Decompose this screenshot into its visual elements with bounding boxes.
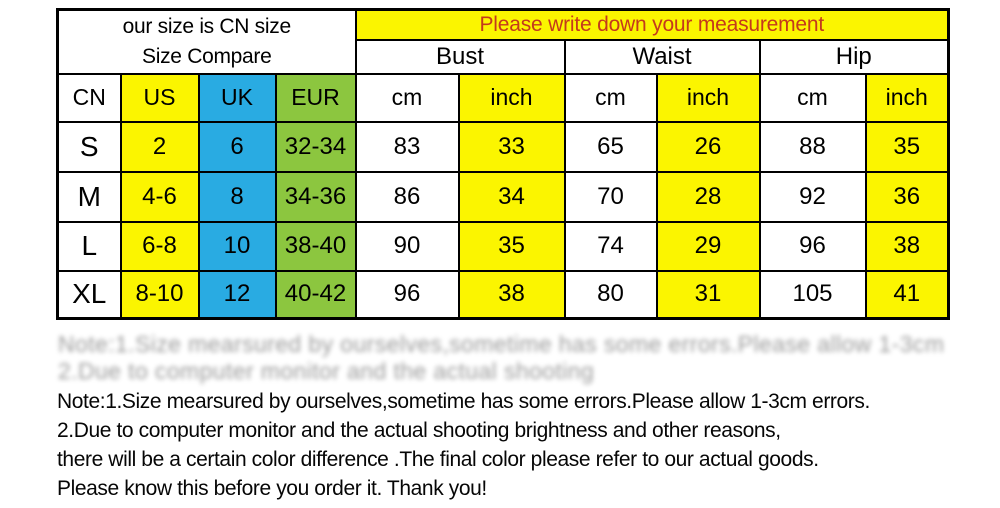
row-label-m: M — [56, 170, 122, 223]
size-cell: 33 — [457, 120, 566, 173]
col-header-bust-cm: cm — [354, 72, 460, 123]
size-cell: 41 — [864, 269, 950, 320]
col-header-us: US — [119, 72, 200, 123]
size-cell: 88 — [758, 120, 867, 173]
col-header-hip-cm: cm — [758, 72, 867, 123]
size-cell: 8-10 — [119, 269, 200, 320]
size-compare-header: our size is CN size Size Compare — [56, 8, 357, 75]
size-cell: 80 — [563, 269, 658, 320]
size-cell: 34 — [457, 170, 566, 223]
col-header-bust-inch: inch — [457, 72, 566, 123]
size-chart-table: our size is CN size Size Compare Please … — [56, 8, 950, 320]
size-cell: 35 — [457, 220, 566, 272]
size-cell: 38 — [864, 220, 950, 272]
size-cell: 6 — [197, 120, 277, 173]
size-cell: 34-36 — [274, 170, 357, 223]
size-row-m: M 4-6 8 34-36 86 34 70 28 92 36 — [56, 170, 950, 223]
note-line-4: Please know this before you order it. Th… — [57, 477, 487, 500]
size-cell: 36 — [864, 170, 950, 223]
size-cell: 96 — [354, 269, 460, 320]
group-header-waist: Waist — [563, 38, 761, 75]
col-header-eur: EUR — [274, 72, 357, 123]
size-cell: 6-8 — [119, 220, 200, 272]
size-cell: 96 — [758, 220, 867, 272]
size-cell: 32-34 — [274, 120, 357, 173]
size-cell: 35 — [864, 120, 950, 173]
row-label-l: L — [56, 220, 122, 272]
size-cell: 70 — [563, 170, 658, 223]
left-title-line1: our size is CN size — [122, 15, 291, 39]
size-cell: 92 — [758, 170, 867, 223]
size-row-s: S 2 6 32-34 83 33 65 26 88 35 — [56, 120, 950, 173]
size-cell: 86 — [354, 170, 460, 223]
ghost-text-line: Note:1.Size mearsured by ourselves,somet… — [58, 331, 945, 357]
size-cell: 105 — [758, 269, 867, 320]
col-header-uk: UK — [197, 72, 277, 123]
size-cell: 40-42 — [274, 269, 357, 320]
size-cell: 29 — [655, 220, 761, 272]
ghost-text-line: 2.Due to computer monitor and the actual… — [58, 358, 595, 384]
size-cell: 10 — [197, 220, 277, 272]
measurement-header: Please write down your measurement — [354, 8, 950, 41]
col-header-waist-inch: inch — [655, 72, 761, 123]
row-label-s: S — [56, 120, 122, 173]
size-row-l: L 6-8 10 38-40 90 35 74 29 96 38 — [56, 220, 950, 272]
size-cell: 4-6 — [119, 170, 200, 223]
size-cell: 38-40 — [274, 220, 357, 272]
note-line-1: Note:1.Size mearsured by ourselves,somet… — [57, 390, 870, 413]
size-cell: 28 — [655, 170, 761, 223]
left-title-line2: Size Compare — [142, 44, 272, 68]
size-cell: 8 — [197, 170, 277, 223]
size-cell: 31 — [655, 269, 761, 320]
col-header-cn: CN — [56, 72, 122, 123]
size-cell: 38 — [457, 269, 566, 320]
size-cell: 26 — [655, 120, 761, 173]
col-header-hip-inch: inch — [864, 72, 950, 123]
group-header-bust: Bust — [354, 38, 566, 75]
group-header-hip: Hip — [758, 38, 950, 75]
col-header-waist-cm: cm — [563, 72, 658, 123]
size-cell: 74 — [563, 220, 658, 272]
size-cell: 65 — [563, 120, 658, 173]
notes-block: Note:1.Size mearsured by ourselves,somet… — [57, 387, 987, 503]
size-cell: 83 — [354, 120, 460, 173]
ghost-text-artifact: Note:1.Size mearsured by ourselves,somet… — [58, 331, 998, 385]
note-line-2: 2.Due to computer monitor and the actual… — [57, 419, 781, 442]
row-label-xl: XL — [56, 269, 122, 320]
size-cell: 2 — [119, 120, 200, 173]
size-cell: 12 — [197, 269, 277, 320]
size-cell: 90 — [354, 220, 460, 272]
note-line-3: there will be a certain color difference… — [57, 448, 819, 471]
size-row-xl: XL 8-10 12 40-42 96 38 80 31 105 41 — [56, 269, 950, 320]
